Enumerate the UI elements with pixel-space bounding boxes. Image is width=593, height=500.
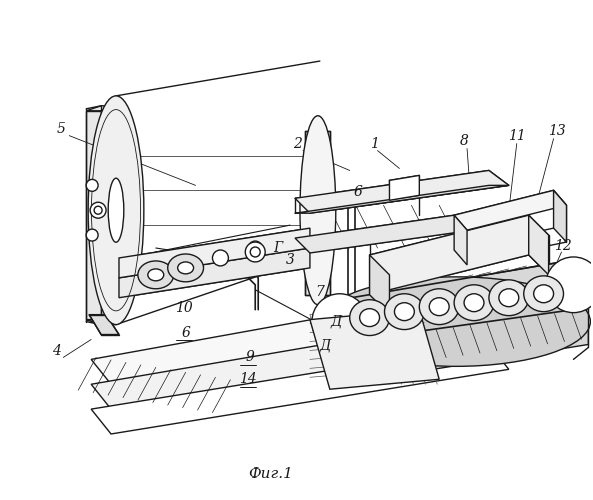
- Ellipse shape: [178, 262, 193, 274]
- Text: Фиг.1: Фиг.1: [248, 467, 292, 481]
- Ellipse shape: [88, 96, 144, 324]
- Ellipse shape: [464, 294, 484, 312]
- Text: Д: Д: [319, 338, 330, 352]
- Polygon shape: [369, 215, 529, 294]
- Ellipse shape: [300, 116, 336, 304]
- Text: 1: 1: [370, 136, 379, 150]
- Ellipse shape: [384, 294, 424, 330]
- Text: 9: 9: [246, 350, 255, 364]
- Text: 10: 10: [175, 300, 193, 314]
- Polygon shape: [91, 294, 469, 384]
- Text: 12: 12: [554, 239, 572, 253]
- Polygon shape: [454, 190, 566, 230]
- Polygon shape: [119, 228, 310, 278]
- Ellipse shape: [454, 285, 494, 320]
- Ellipse shape: [534, 285, 553, 302]
- Ellipse shape: [168, 254, 203, 282]
- Ellipse shape: [86, 229, 98, 241]
- Ellipse shape: [429, 298, 449, 316]
- Ellipse shape: [86, 180, 98, 192]
- Text: 14: 14: [240, 372, 257, 386]
- Polygon shape: [305, 130, 330, 294]
- Polygon shape: [119, 248, 310, 298]
- Ellipse shape: [419, 289, 459, 324]
- Polygon shape: [553, 190, 566, 242]
- Polygon shape: [295, 186, 509, 213]
- Ellipse shape: [524, 276, 563, 312]
- Polygon shape: [86, 320, 116, 324]
- Text: 8: 8: [460, 134, 468, 147]
- Ellipse shape: [359, 308, 380, 326]
- Polygon shape: [89, 314, 119, 334]
- Ellipse shape: [246, 242, 265, 262]
- Ellipse shape: [499, 289, 519, 306]
- Ellipse shape: [250, 247, 260, 257]
- Text: 6: 6: [353, 186, 362, 200]
- Text: 2: 2: [294, 136, 302, 150]
- Polygon shape: [295, 210, 509, 253]
- Ellipse shape: [108, 178, 124, 242]
- Ellipse shape: [94, 206, 102, 214]
- Ellipse shape: [312, 294, 368, 350]
- Ellipse shape: [212, 250, 228, 266]
- Text: 5: 5: [57, 122, 66, 136]
- Ellipse shape: [322, 277, 591, 366]
- Ellipse shape: [489, 280, 529, 316]
- Text: Д: Д: [330, 314, 342, 328]
- Polygon shape: [310, 310, 439, 389]
- Polygon shape: [325, 260, 588, 384]
- Text: 3: 3: [286, 253, 295, 267]
- Ellipse shape: [248, 241, 262, 255]
- Polygon shape: [390, 176, 419, 201]
- Text: 11: 11: [508, 128, 525, 142]
- Text: 4: 4: [52, 344, 60, 358]
- Ellipse shape: [394, 302, 415, 320]
- Text: 13: 13: [548, 124, 565, 138]
- Ellipse shape: [350, 300, 390, 336]
- Text: 6: 6: [181, 326, 190, 340]
- Polygon shape: [91, 344, 509, 434]
- Polygon shape: [369, 255, 390, 314]
- Ellipse shape: [90, 202, 106, 218]
- Polygon shape: [295, 170, 509, 213]
- Polygon shape: [86, 106, 116, 111]
- Text: 7: 7: [315, 285, 324, 299]
- Polygon shape: [529, 215, 549, 275]
- Text: Г: Г: [273, 241, 283, 255]
- Ellipse shape: [138, 261, 174, 289]
- Polygon shape: [91, 320, 489, 409]
- Polygon shape: [86, 111, 101, 320]
- Polygon shape: [454, 215, 467, 265]
- Ellipse shape: [546, 257, 593, 312]
- Ellipse shape: [148, 269, 164, 281]
